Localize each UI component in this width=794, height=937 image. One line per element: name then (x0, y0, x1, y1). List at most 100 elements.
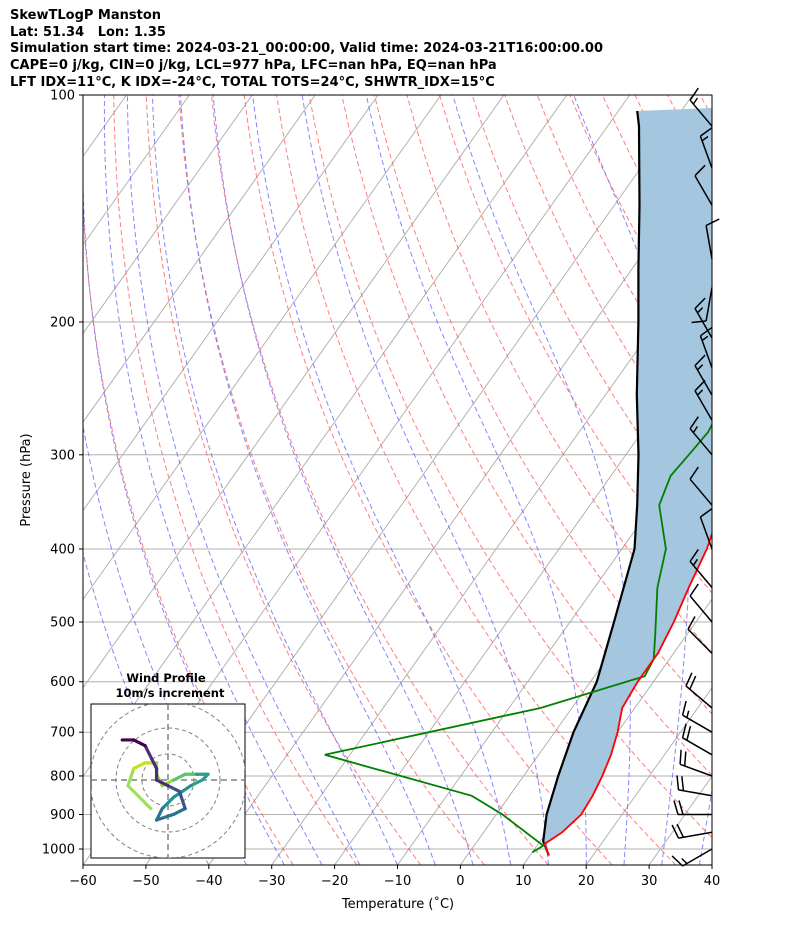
x-tick-label: 0 (456, 874, 464, 889)
hodograph-trace-segment (154, 778, 170, 788)
wind-barb (705, 218, 720, 260)
hodograph-trace-segment (189, 778, 204, 788)
wind-barb (676, 775, 713, 797)
y-tick-label: 300 (50, 448, 75, 463)
wind-barb-shaft (681, 723, 713, 756)
isotherm-line (83, 95, 190, 246)
hodograph-trace-segment (172, 806, 187, 816)
hodograph-trace-segment (177, 789, 187, 811)
x-tick-label: 40 (704, 874, 721, 889)
y-tick-label: 100 (50, 89, 75, 104)
x-tick-label: 20 (578, 874, 595, 889)
x-tick-label: −40 (195, 874, 222, 889)
wind-barb-shaft (699, 326, 713, 369)
wind-barb (699, 126, 713, 169)
moist-adiabat-line (212, 95, 474, 865)
wind-barb (694, 164, 713, 206)
x-axis-label: Temperature (˚C) (341, 896, 454, 912)
wind-barb (681, 723, 713, 756)
wind-barb-shaft (694, 354, 713, 396)
wind-barb-shaft (689, 583, 713, 623)
wind-barb-shaft (689, 87, 713, 127)
wind-barb-shaft (681, 700, 713, 733)
wind-barb-shaft (671, 823, 713, 839)
wind-barb (689, 87, 713, 127)
moist-adiabat-line (365, 95, 587, 865)
moist-adiabat-line (301, 95, 549, 865)
y-tick-label: 800 (50, 769, 75, 784)
y-tick-label: 600 (50, 675, 75, 690)
dry-adiabat-line (276, 95, 677, 865)
hodograph-trace-segment (143, 744, 159, 771)
wind-barb (685, 672, 713, 709)
wind-barb-shaft (691, 287, 713, 324)
chart-header: SkewTLogP Manston Lat: 51.34 Lon: 1.35 Sim… (10, 8, 603, 92)
isotherm-line (0, 95, 1, 865)
hodograph-trace-segment (160, 795, 176, 811)
y-axis-label: Pressure (hPa) (19, 433, 34, 526)
x-tick-label: −30 (258, 874, 285, 889)
hodograph-trace-segment (126, 784, 141, 799)
station-title: SkewTLogP Manston (10, 8, 162, 23)
wind-barb (671, 848, 713, 867)
hodograph-title: Wind Profile (126, 671, 206, 685)
wind-barb (671, 823, 713, 839)
hodograph-trace-segment (154, 812, 176, 822)
isotherm-line (83, 95, 316, 423)
wind-barb (699, 326, 713, 369)
y-tick-label: 1000 (42, 843, 75, 858)
y-tick-label: 200 (50, 315, 75, 330)
wind-barb-shaft (694, 297, 713, 339)
moist-adiabat-line (103, 95, 323, 865)
parcel-profile-line (542, 110, 641, 856)
hodograph-subtitle: 10m/s increment (116, 686, 225, 700)
wind-barb (689, 548, 713, 588)
wind-barb (691, 287, 713, 324)
isotherm-line (83, 95, 253, 335)
cape-fill-layer (543, 107, 712, 856)
moist-adiabat-line (126, 95, 361, 865)
moist-adiabat-line (83, 95, 285, 865)
isotherm-line (271, 244, 712, 865)
hodograph-trace-segment (172, 772, 187, 782)
dewpoint-line (324, 422, 712, 854)
x-tick-label: −50 (132, 874, 159, 889)
hodograph-trace-segment (132, 761, 147, 771)
wind-barb-shaft (705, 218, 720, 260)
y-tick-label: 500 (50, 616, 75, 631)
isotherm-line (460, 509, 712, 865)
wind-barb (694, 379, 713, 421)
wind-barb-shaft (689, 416, 713, 456)
wind-barb (673, 800, 712, 816)
temperature-line (543, 531, 712, 856)
moist-adiabat-line (252, 95, 512, 865)
stability-indices-2: LFT IDX=11°C, K IDX=-24°C, TOTAL TOTS=24… (10, 74, 495, 90)
moist-adiabat-line (151, 95, 398, 865)
hodograph-trace-segment (126, 766, 136, 788)
dry-adiabat-line (83, 196, 294, 865)
wind-barb-shaft (689, 466, 713, 506)
hodograph-trace-segment (172, 784, 193, 799)
hodograph-trace-segment (137, 795, 153, 811)
y-tick-label: 400 (50, 542, 75, 557)
wind-barb-shaft (687, 616, 713, 654)
isotherm-line (711, 864, 712, 865)
wind-barb (681, 700, 713, 733)
wind-barb-shaft (694, 379, 713, 421)
simulation-times: Simulation start time: 2024-03-21_00:00:… (10, 41, 603, 57)
wind-barb-shaft (694, 164, 713, 206)
wind-barb-shaft (671, 848, 713, 867)
dry-adiabat-line (733, 95, 794, 865)
dry-adiabat-line (699, 95, 712, 118)
hodograph-trace-segment (166, 784, 182, 794)
wind-barb (689, 583, 713, 623)
isotherm-line (83, 95, 442, 601)
wind-barb (679, 749, 713, 777)
isotherm-line (334, 332, 712, 865)
dry-adiabat-line (406, 95, 712, 654)
isotherm-line (83, 95, 379, 512)
moist-adiabat-line (737, 95, 794, 865)
moist-adiabat-line (180, 95, 436, 865)
moist-adiabat-line (452, 95, 631, 865)
